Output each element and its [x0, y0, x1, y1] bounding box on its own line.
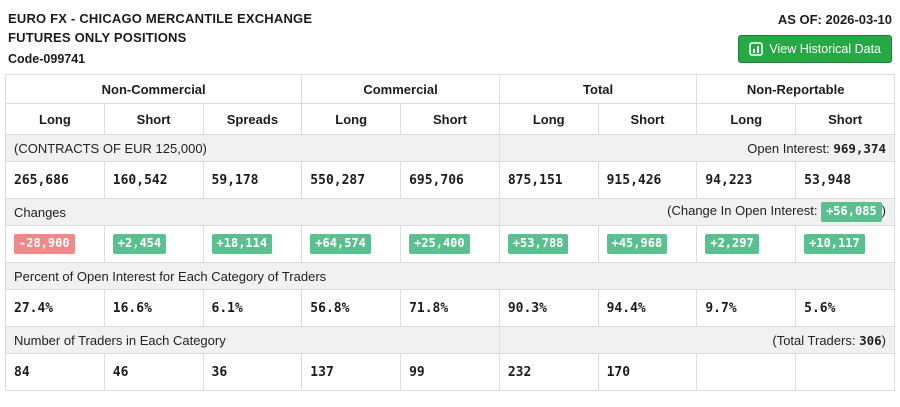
top-bar: EURO FX - CHICAGO MERCANTILE EXCHANGE FU… — [0, 0, 900, 74]
col-header: Long — [301, 103, 402, 135]
traders-row: 84 46 36 137 99 232 170 — [5, 353, 895, 391]
change-cell: -28,900 — [5, 225, 105, 263]
contract-code: Code-099741 — [8, 51, 86, 66]
percent-label: Percent of Open Interest for Each Catego… — [5, 262, 895, 290]
col-header: Short — [400, 103, 500, 135]
change-badge: -28,900 — [14, 234, 75, 254]
total-traders: (Total Traders: 306) — [498, 326, 896, 354]
col-header: Long — [498, 103, 599, 135]
traders-band-row: Number of Traders in Each Category (Tota… — [5, 326, 896, 354]
percents-row: 27.4% 16.6% 6.1% 56.8% 71.8% 90.3% 94.4%… — [5, 289, 895, 327]
contracts-band-row: (CONTRACTS OF EUR 125,000) Open Interest… — [5, 134, 896, 162]
change-cell: +2,454 — [103, 225, 204, 263]
position-cell: 550,287 — [301, 161, 402, 199]
change-oi-suffix: ) — [881, 203, 886, 219]
traders-cell — [795, 353, 895, 391]
position-cell: 265,686 — [5, 161, 105, 199]
traders-cell: 46 — [103, 353, 204, 391]
col-header: Short — [795, 103, 895, 135]
change-oi-badge: +56,085 — [821, 202, 882, 222]
open-interest: Open Interest: 969,374 — [498, 134, 896, 162]
change-cell: +25,400 — [400, 225, 500, 263]
position-cell: 94,223 — [696, 161, 797, 199]
traders-cell: 99 — [400, 353, 500, 391]
view-historical-data-label: View Historical Data — [769, 42, 881, 56]
open-interest-label: Open Interest: — [747, 140, 830, 156]
total-traders-value: 306 — [859, 332, 882, 348]
traders-cell: 84 — [5, 353, 105, 391]
percent-cell: 5.6% — [795, 289, 895, 327]
change-badge: +10,117 — [804, 234, 865, 254]
group-header-nonreportable: Non-Reportable — [696, 74, 895, 104]
position-cell: 695,706 — [400, 161, 500, 199]
traders-cell: 36 — [202, 353, 303, 391]
view-historical-data-button[interactable]: View Historical Data — [738, 35, 892, 63]
change-cell: +2,297 — [696, 225, 797, 263]
top-right: AS OF: 2026-03-10 View Historical Data — [738, 10, 892, 63]
position-cell: 53,948 — [795, 161, 895, 199]
change-cell: +18,114 — [202, 225, 303, 263]
group-header-commercial: Commercial — [301, 74, 500, 104]
col-header: Spreads — [202, 103, 303, 135]
changes-row: -28,900 +2,454 +18,114 +64,574 +25,400 +… — [5, 225, 895, 263]
change-oi-prefix: (Change In Open Interest: — [667, 203, 818, 219]
percent-cell: 6.1% — [202, 289, 303, 327]
traders-cell — [696, 353, 797, 391]
percent-cell: 56.8% — [301, 289, 402, 327]
chart-icon — [749, 42, 764, 56]
total-traders-prefix: (Total Traders: — [772, 332, 856, 348]
page-title: EURO FX - CHICAGO MERCANTILE EXCHANGE — [8, 11, 313, 26]
group-header-total: Total — [498, 74, 698, 104]
percent-cell: 9.7% — [696, 289, 797, 327]
column-header-row: Long Short Spreads Long Short Long Short… — [5, 103, 895, 135]
change-cell: +45,968 — [597, 225, 698, 263]
change-cell: +10,117 — [795, 225, 895, 263]
group-header-noncommercial: Non-Commercial — [4, 74, 303, 104]
change-badge: +2,297 — [705, 234, 759, 254]
percent-cell: 94.4% — [597, 289, 698, 327]
percent-cell: 27.4% — [5, 289, 105, 327]
total-traders-suffix: ) — [881, 332, 886, 348]
col-header: Short — [597, 103, 698, 135]
traders-cell: 232 — [498, 353, 599, 391]
futures-positions-table: Non-Commercial Commercial Total Non-Repo… — [4, 74, 896, 391]
position-cell: 59,178 — [202, 161, 303, 199]
change-badge: +25,400 — [409, 234, 470, 254]
change-cell: +64,574 — [301, 225, 402, 263]
traders-cell: 170 — [597, 353, 698, 391]
change-badge: +64,574 — [310, 234, 371, 254]
open-interest-value: 969,374 — [833, 140, 886, 156]
percent-cell: 16.6% — [103, 289, 204, 327]
positions-row: 265,686 160,542 59,178 550,287 695,706 8… — [5, 161, 895, 199]
change-cell: +53,788 — [498, 225, 599, 263]
position-cell: 915,426 — [597, 161, 698, 199]
traders-label: Number of Traders in Each Category — [5, 326, 500, 354]
change-badge: +53,788 — [507, 234, 569, 254]
position-cell: 160,542 — [103, 161, 204, 199]
changes-label: Changes — [5, 198, 500, 226]
page-subtitle: FUTURES ONLY POSITIONS — [8, 29, 187, 45]
change-badge: +18,114 — [211, 234, 273, 254]
position-cell: 875,151 — [498, 161, 599, 199]
changes-band-row: Changes (Change In Open Interest: +56,08… — [5, 198, 896, 226]
col-header: Long — [5, 103, 105, 135]
group-header-row: Non-Commercial Commercial Total Non-Repo… — [4, 74, 895, 104]
contracts-label: (CONTRACTS OF EUR 125,000) — [5, 134, 500, 162]
change-badge: +2,454 — [112, 234, 167, 254]
col-header: Long — [696, 103, 797, 135]
percent-cell: 71.8% — [400, 289, 500, 327]
traders-cell: 137 — [301, 353, 402, 391]
report-titles: EURO FX - CHICAGO MERCANTILE EXCHANGE FU… — [8, 10, 312, 68]
change-in-open-interest: (Change In Open Interest: +56,085) — [498, 198, 896, 226]
col-header: Short — [103, 103, 204, 135]
percent-cell: 90.3% — [498, 289, 599, 327]
percent-band-row: Percent of Open Interest for Each Catego… — [5, 262, 895, 290]
as-of-date: AS OF: 2026-03-10 — [777, 12, 892, 27]
change-badge: +45,968 — [606, 234, 668, 254]
